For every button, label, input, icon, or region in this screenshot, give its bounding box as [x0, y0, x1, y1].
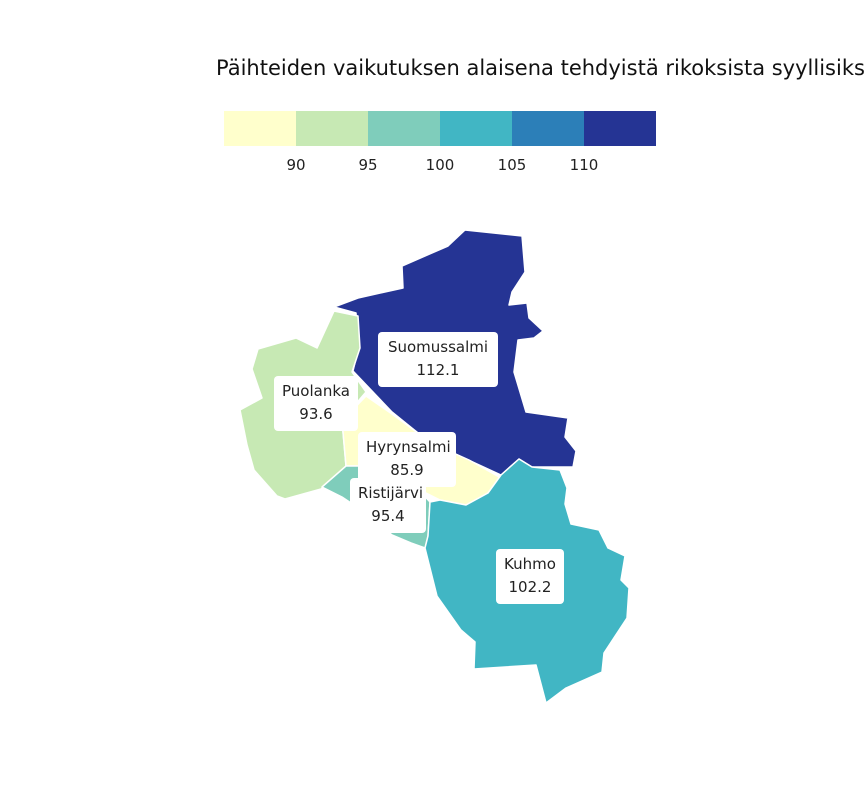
- region-label-puolanka: Puolanka 93.6: [274, 376, 358, 431]
- legend-swatch: [296, 111, 368, 146]
- legend-swatch: [440, 111, 512, 146]
- legend-tick-label: 110: [569, 156, 599, 174]
- region-value: 112.1: [416, 361, 460, 379]
- region-name: Hyrynsalmi: [366, 438, 451, 456]
- region-name: Puolanka: [282, 382, 350, 400]
- legend-tick-label: 105: [497, 156, 527, 174]
- legend-swatch: [584, 111, 656, 146]
- color-legend: 90 95 100 105 110: [224, 111, 656, 175]
- region-label-hyrynsalmi: Hyrynsalmi 85.9: [358, 432, 456, 487]
- region-value: 93.6: [299, 405, 333, 423]
- region-value: 85.9: [390, 461, 424, 479]
- legend-swatch: [224, 111, 296, 146]
- region-name: Ristijärvi: [358, 484, 424, 502]
- region-label-ristijarvi: Ristijärvi 95.4: [350, 478, 426, 533]
- legend-tick-label: 95: [358, 156, 378, 174]
- legend-swatch: [368, 111, 440, 146]
- legend-tick-label: 90: [286, 156, 306, 174]
- region-value: 95.4: [371, 507, 405, 525]
- region-name: Suomussalmi: [387, 338, 489, 356]
- legend-tick-label: 100: [425, 156, 455, 174]
- region-name: Kuhmo: [504, 555, 556, 573]
- legend-color-bar: [224, 111, 656, 146]
- legend-swatch: [512, 111, 584, 146]
- region-value: 102.2: [508, 578, 552, 596]
- map-title: Päihteiden vaikutuksen alaisena tehdyist…: [216, 56, 864, 80]
- region-label-kuhmo: Kuhmo 102.2: [496, 549, 564, 604]
- region-label-suomussalmi: Suomussalmi 112.1: [378, 332, 498, 387]
